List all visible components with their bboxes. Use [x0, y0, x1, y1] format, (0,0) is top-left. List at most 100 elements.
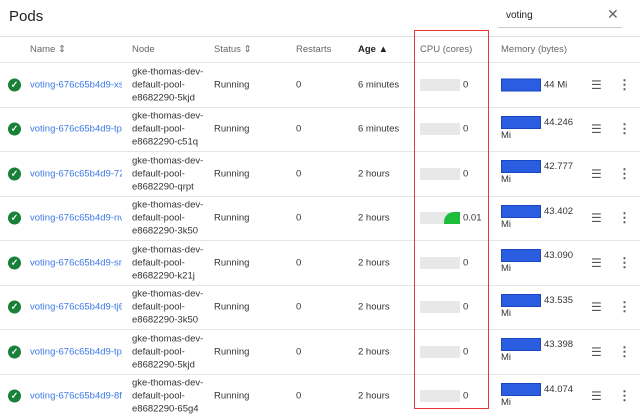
more-vert-icon[interactable]: ⋮	[618, 255, 631, 271]
logs-icon[interactable]: ☰	[591, 300, 602, 314]
more-vert-icon[interactable]: ⋮	[618, 121, 631, 137]
page-title: Pods	[9, 8, 43, 25]
age-cell: 2 hours	[358, 302, 390, 313]
restarts-cell: 0	[296, 346, 301, 357]
restarts-cell: 0	[296, 79, 301, 90]
status-ok-icon: ✓	[8, 167, 21, 180]
status-ok-icon: ✓	[8, 256, 21, 269]
table-row: ✓ voting-676c65b4d9-8fl gke-thomas-dev- …	[0, 374, 640, 418]
cpu-column-highlight	[414, 30, 489, 409]
pod-name-link[interactable]: voting-676c65b4d9-tj6	[30, 302, 122, 313]
table-row: ✓ voting-676c65b4d9-xs- gke-thomas-dev- …	[0, 62, 640, 107]
column-header-name[interactable]: Name ⇕	[30, 44, 66, 55]
age-cell: 2 hours	[358, 213, 390, 224]
more-vert-icon[interactable]: ⋮	[618, 210, 631, 226]
more-vert-icon[interactable]: ⋮	[618, 77, 631, 93]
restarts-cell: 0	[296, 391, 301, 402]
restarts-cell: 0	[296, 302, 301, 313]
logs-icon[interactable]: ☰	[591, 345, 602, 359]
node-cell: gke-thomas-dev- default-pool- e8682290-6…	[132, 377, 203, 416]
age-cell: 2 hours	[358, 168, 390, 179]
column-header-memory: Memory (bytes)	[501, 44, 567, 55]
status-ok-icon: ✓	[8, 123, 21, 136]
status-ok-icon: ✓	[8, 78, 21, 91]
memory-bar	[501, 116, 541, 129]
status-cell: Running	[214, 257, 249, 268]
logs-icon[interactable]: ☰	[591, 167, 602, 181]
age-cell: 2 hours	[358, 346, 390, 357]
table-row: ✓ voting-676c65b4d9-72 gke-thomas-dev- d…	[0, 151, 640, 196]
table-row: ✓ voting-676c65b4d9-srl gke-thomas-dev- …	[0, 240, 640, 285]
restarts-cell: 0	[296, 213, 301, 224]
memory-bar	[501, 249, 541, 262]
search-input[interactable]: voting	[506, 10, 533, 21]
pod-name-link[interactable]: voting-676c65b4d9-nv	[30, 213, 122, 224]
logs-icon[interactable]: ☰	[591, 389, 602, 403]
node-cell: gke-thomas-dev- default-pool- e8682290-3…	[132, 199, 203, 238]
column-header-restarts: Restarts	[296, 44, 331, 55]
pod-name-link[interactable]: voting-676c65b4d9-xs-	[30, 79, 122, 90]
logs-icon[interactable]: ☰	[591, 78, 602, 92]
status-cell: Running	[214, 391, 249, 402]
status-ok-icon: ✓	[8, 301, 21, 314]
logs-icon[interactable]: ☰	[591, 122, 602, 136]
node-cell: gke-thomas-dev- default-pool- e8682290-5…	[132, 332, 203, 371]
restarts-cell: 0	[296, 168, 301, 179]
status-ok-icon: ✓	[8, 390, 21, 403]
column-header-age[interactable]: Age ▲	[358, 44, 388, 55]
column-header-status[interactable]: Status ⇕	[214, 44, 252, 55]
table-row: ✓ voting-676c65b4d9-tj6 gke-thomas-dev- …	[0, 285, 640, 330]
restarts-cell: 0	[296, 257, 301, 268]
memory-bar	[501, 383, 541, 396]
node-cell: gke-thomas-dev- default-pool- e8682290-3…	[132, 288, 203, 327]
node-cell: gke-thomas-dev- default-pool- e8682290-q…	[132, 154, 203, 193]
age-cell: 6 minutes	[358, 124, 399, 135]
more-vert-icon[interactable]: ⋮	[618, 166, 631, 182]
memory-bar	[501, 338, 541, 351]
more-vert-icon[interactable]: ⋮	[618, 299, 631, 315]
age-cell: 2 hours	[358, 257, 390, 268]
status-cell: Running	[214, 213, 249, 224]
node-cell: gke-thomas-dev- default-pool- e8682290-5…	[132, 65, 203, 104]
status-cell: Running	[214, 124, 249, 135]
table-row: ✓ voting-676c65b4d9-tpj gke-thomas-dev- …	[0, 329, 640, 374]
pod-name-link[interactable]: voting-676c65b4d9-tpr	[30, 124, 122, 135]
status-cell: Running	[214, 346, 249, 357]
status-ok-icon: ✓	[8, 212, 21, 225]
divider	[0, 36, 640, 37]
pod-name-link[interactable]: voting-676c65b4d9-srl	[30, 257, 122, 268]
node-cell: gke-thomas-dev- default-pool- e8682290-c…	[132, 110, 203, 149]
restarts-cell: 0	[296, 124, 301, 135]
column-header-node: Node	[132, 44, 155, 55]
more-vert-icon[interactable]: ⋮	[618, 344, 631, 360]
close-icon[interactable]: ✕	[607, 6, 619, 23]
memory-cell: 44 Mi	[501, 78, 596, 91]
more-vert-icon[interactable]: ⋮	[618, 388, 631, 404]
status-cell: Running	[214, 302, 249, 313]
age-cell: 6 minutes	[358, 79, 399, 90]
memory-bar	[501, 205, 541, 218]
search-underline	[498, 27, 622, 28]
logs-icon[interactable]: ☰	[591, 256, 602, 270]
status-cell: Running	[214, 168, 249, 179]
memory-bar	[501, 160, 541, 173]
pod-name-link[interactable]: voting-676c65b4d9-tpj	[30, 346, 122, 357]
memory-bar	[501, 294, 541, 307]
status-ok-icon: ✓	[8, 345, 21, 358]
age-cell: 2 hours	[358, 391, 390, 402]
logs-icon[interactable]: ☰	[591, 211, 602, 225]
status-cell: Running	[214, 79, 249, 90]
pod-name-link[interactable]: voting-676c65b4d9-72	[30, 168, 122, 179]
node-cell: gke-thomas-dev- default-pool- e8682290-k…	[132, 243, 203, 282]
memory-bar	[501, 78, 541, 91]
table-row: ✓ voting-676c65b4d9-tpr gke-thomas-dev- …	[0, 107, 640, 152]
pod-name-link[interactable]: voting-676c65b4d9-8fl	[30, 391, 122, 402]
table-row: ✓ voting-676c65b4d9-nv gke-thomas-dev- d…	[0, 196, 640, 241]
